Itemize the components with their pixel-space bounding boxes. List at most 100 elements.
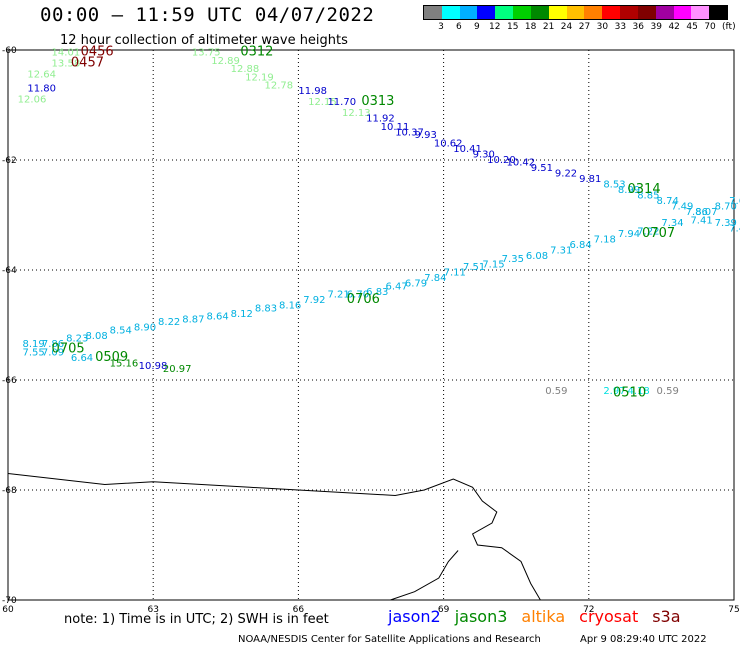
lat-tick-label: -70: [2, 596, 17, 606]
wave-height-value: 7.31: [550, 246, 572, 257]
wave-height-value: 7.84: [424, 273, 446, 284]
lat-tick-label: -64: [2, 266, 17, 276]
wave-height-value: 9.30: [473, 149, 495, 160]
legend-tick-label: 45: [686, 22, 698, 32]
legend-tick-label: 36: [632, 22, 645, 32]
wave-height-value: 6.83: [366, 287, 388, 298]
legend-tick-label: 3: [438, 22, 444, 32]
wave-height-value: 8.22: [158, 317, 180, 328]
wave-height-value: 7.86: [42, 339, 64, 350]
wave-height-value: 6.70: [347, 290, 369, 301]
wave-height-value: 8.07: [695, 207, 717, 218]
satellite-jason3: jason3: [454, 607, 508, 626]
legend-swatch: [459, 6, 478, 19]
wave-height-value: 7.09: [42, 347, 64, 358]
pass-time-label: 0510: [613, 386, 646, 401]
legend-swatch: [673, 6, 692, 19]
legend-swatch: [477, 6, 496, 19]
lon-tick-label: 69: [438, 605, 450, 615]
wave-height-value: 7.39: [715, 218, 737, 229]
wave-height-value: 8.85: [637, 191, 659, 202]
legend-swatch: [548, 6, 567, 19]
color-legend: [423, 5, 728, 20]
wave-height-value: 7.35: [502, 254, 524, 265]
wave-height-value: 8.74: [657, 196, 679, 207]
wave-height-value: 12.78: [265, 81, 294, 92]
footer-note: note: 1) Time is in UTC; 2) SWH is in fe…: [64, 612, 329, 627]
wave-height-value: 7.55: [23, 347, 45, 358]
wave-height-value: 7.6: [729, 196, 740, 207]
lon-tick-label: 66: [293, 605, 305, 615]
pass-time-label: 0312: [240, 45, 273, 60]
wave-height-value: 8.87: [182, 314, 204, 325]
wave-height-value: 8.64: [206, 312, 228, 323]
wave-height-value: 0.59: [545, 386, 567, 397]
wave-height-value: 9.93: [415, 130, 437, 141]
wave-height-value: 8.16: [279, 301, 301, 312]
legend-tick-label: 21: [542, 22, 555, 32]
legend-tick-label: 39: [650, 22, 662, 32]
pass-time-label: 0707: [642, 226, 675, 241]
legend-tick-label: 33: [614, 22, 627, 32]
wave-height-value: 12.13: [342, 108, 371, 119]
satellite-altika: altika: [521, 607, 566, 626]
lon-tick-label: 63: [147, 605, 158, 615]
wave-height-value: 7.15: [482, 259, 504, 270]
map-frame: [7, 49, 735, 601]
wave-height-value: 10.41: [453, 144, 482, 155]
wave-height-value: 4.18: [628, 386, 650, 397]
wave-height-value: 12.19: [245, 72, 274, 83]
wave-height-value: 8.53: [603, 180, 625, 191]
wave-height-value: 11.80: [27, 83, 56, 94]
legend-swatch: [691, 6, 710, 19]
wave-height-value: 9.81: [579, 174, 601, 185]
wave-height-value: 8.08: [85, 331, 107, 342]
wave-height-value: 9.51: [531, 163, 553, 174]
legend-tick-label: 24: [560, 22, 573, 32]
legend-tick-label: 27: [578, 22, 591, 32]
page-title: 00:00 – 11:59 UTC 04/07/2022: [40, 4, 375, 26]
lat-tick-label: -68: [2, 486, 17, 496]
legend-swatch: [637, 6, 656, 19]
legend-tick-label: 30: [596, 22, 609, 32]
satellite-s3a: s3a: [652, 607, 681, 626]
wave-height-value: 7.11: [444, 268, 466, 279]
wave-height-value: 7.51: [463, 262, 485, 273]
satellite-cryosat: cryosat: [579, 607, 639, 626]
wave-height-value: 7.86: [686, 207, 708, 218]
wave-height-value: 10.62: [434, 138, 463, 149]
wave-height-value: 6.84: [569, 240, 591, 251]
wave-height-value: 6.47: [386, 281, 408, 292]
legend-swatch: [513, 6, 531, 19]
wave-height-value: 9.22: [555, 169, 577, 180]
wave-height-value: 10.37: [395, 127, 424, 138]
legend-tick-label: 12: [489, 22, 501, 32]
page-subtitle: 12 hour collection of altimeter wave hei…: [60, 33, 348, 48]
wave-height-value: 7.49: [671, 202, 693, 213]
pass-time-label: 0509: [95, 350, 128, 365]
legend-tick-label: 15: [506, 22, 519, 32]
wave-height-value: 7.18: [594, 235, 616, 246]
wave-height-value: 8.23: [66, 334, 88, 345]
lat-tick-label: -66: [2, 376, 17, 386]
wave-height-value: 7.21: [327, 290, 349, 301]
wave-height-value: 13.75: [192, 48, 221, 59]
wave-height-value: 8.12: [231, 309, 253, 320]
wave-height-value: 2.97: [603, 386, 625, 397]
wave-height-value: 13.58: [52, 59, 81, 70]
credit-line: NOAA/NESDIS Center for Satellite Applica…: [238, 634, 541, 645]
wave-height-value: 12.64: [27, 70, 56, 81]
wave-height-value: 6.08: [526, 251, 548, 262]
wave-height-value: 8.90: [134, 323, 156, 334]
wave-height-value: 11.70: [327, 97, 356, 108]
wave-height-value: 7.41: [690, 215, 712, 226]
wave-height-value: 10.42: [507, 158, 536, 169]
wave-height-value: 7.34: [661, 218, 683, 229]
coastline: [7, 473, 541, 601]
legend-swatch: [530, 6, 549, 19]
pass-time-label: 0705: [52, 342, 85, 357]
wave-height-value: 11.98: [298, 86, 327, 97]
wave-height-value: 6.64: [71, 353, 93, 364]
